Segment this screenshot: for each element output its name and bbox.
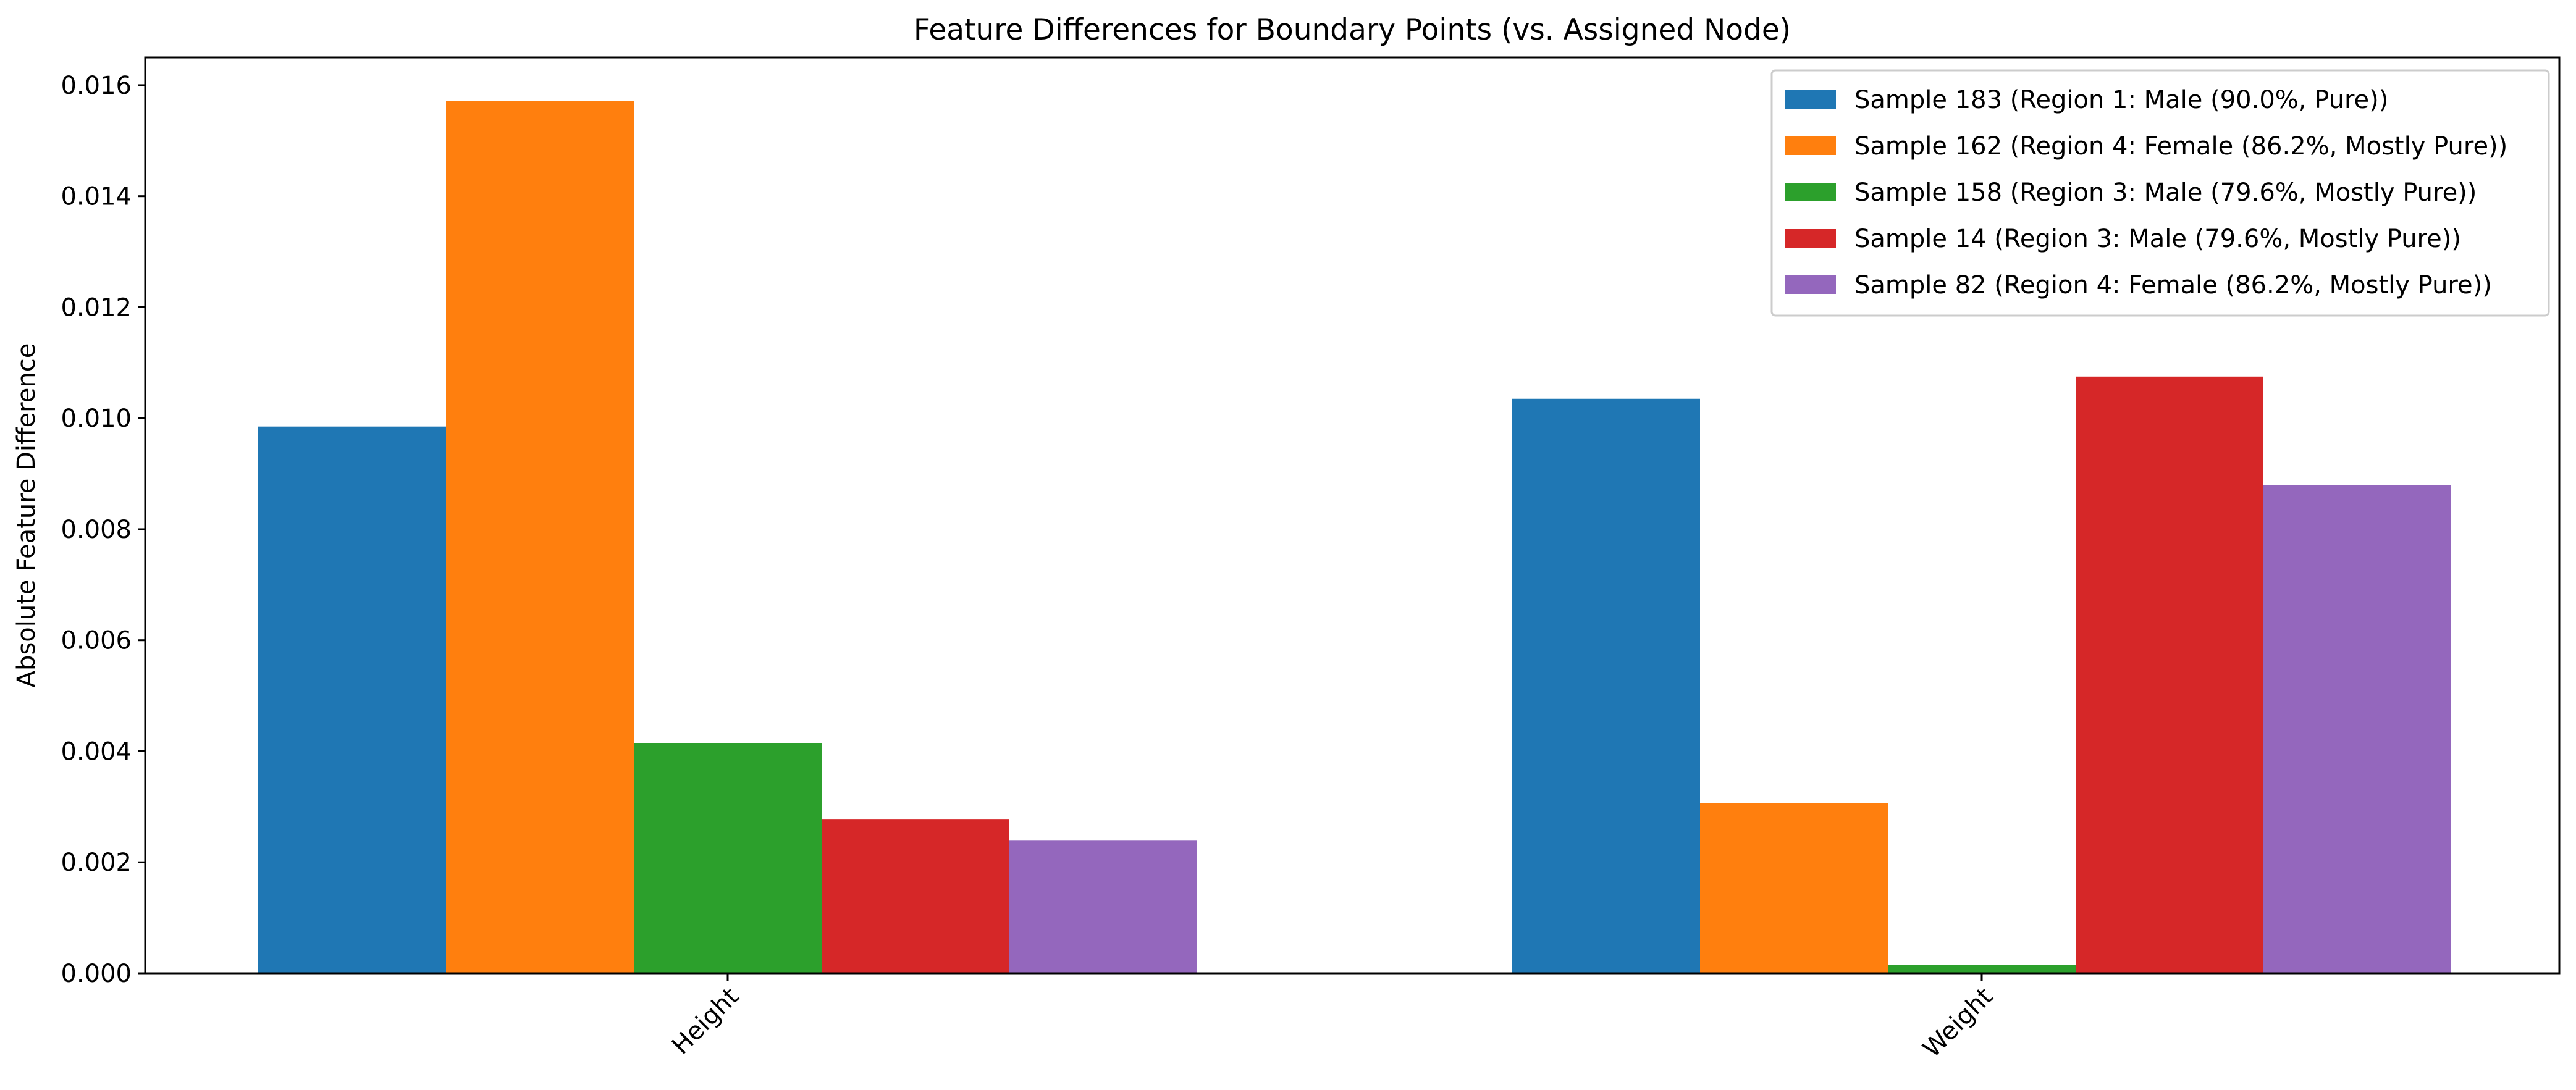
bar-series-1-weight <box>1700 803 1888 973</box>
legend-label: Sample 183 (Region 1: Male (90.0%, Pure)… <box>1854 86 2388 114</box>
y-tick-label: 0.006 <box>61 627 132 655</box>
legend: Sample 183 (Region 1: Male (90.0%, Pure)… <box>1770 69 2550 317</box>
y-tick-label: 0.004 <box>61 737 132 766</box>
y-tick-label: 0.002 <box>61 849 132 877</box>
bar-series-3-weight <box>2076 376 2263 973</box>
legend-box <box>1770 69 2550 317</box>
x-axis: Height Weight <box>667 973 1998 1063</box>
bar-series-2-weight <box>1888 965 2076 973</box>
legend-swatch <box>1785 90 1836 109</box>
bar-series-0-weight <box>1512 398 1700 973</box>
y-tick-label: 0.008 <box>61 516 132 544</box>
y-tick-label: 0.014 <box>61 183 132 211</box>
bar-series-0-height <box>258 426 446 973</box>
legend-label: Sample 162 (Region 4: Female (86.2%, Mos… <box>1854 132 2507 161</box>
legend-swatch <box>1785 275 1836 294</box>
bar-series-4-height <box>1009 840 1197 973</box>
y-tick-label: 0.016 <box>61 72 132 100</box>
chart-title: Feature Differences for Boundary Points … <box>914 13 1791 47</box>
y-axis: 0.000 0.002 0.004 0.006 0.008 0.010 0.012 0.014… <box>61 72 145 988</box>
legend-label: Sample 82 (Region 4: Female (86.2%, Most… <box>1854 271 2492 300</box>
bar-series-3-height <box>822 819 1009 973</box>
y-tick-label: 0.012 <box>61 293 132 322</box>
x-tick-label-weight: Weight <box>1917 983 1998 1063</box>
plot-area-frame <box>144 56 2561 975</box>
bar-series-2-height <box>634 743 822 973</box>
bar-series-1-height <box>446 101 634 973</box>
legend-swatch <box>1785 183 1836 201</box>
y-tick-label: 0.010 <box>61 405 132 433</box>
legend-swatch <box>1785 229 1836 248</box>
bars-group <box>258 101 2451 973</box>
x-tick-label-height: Height <box>667 983 744 1060</box>
legend-label: Sample 158 (Region 3: Male (79.6%, Mostl… <box>1854 178 2477 207</box>
y-axis-label: Absolute Feature Difference <box>12 343 41 688</box>
legend-swatch <box>1785 136 1836 155</box>
bar-series-4-weight <box>2263 485 2451 973</box>
legend-label: Sample 14 (Region 3: Male (79.6%, Mostly… <box>1854 225 2461 253</box>
y-tick-label: 0.000 <box>61 960 132 988</box>
